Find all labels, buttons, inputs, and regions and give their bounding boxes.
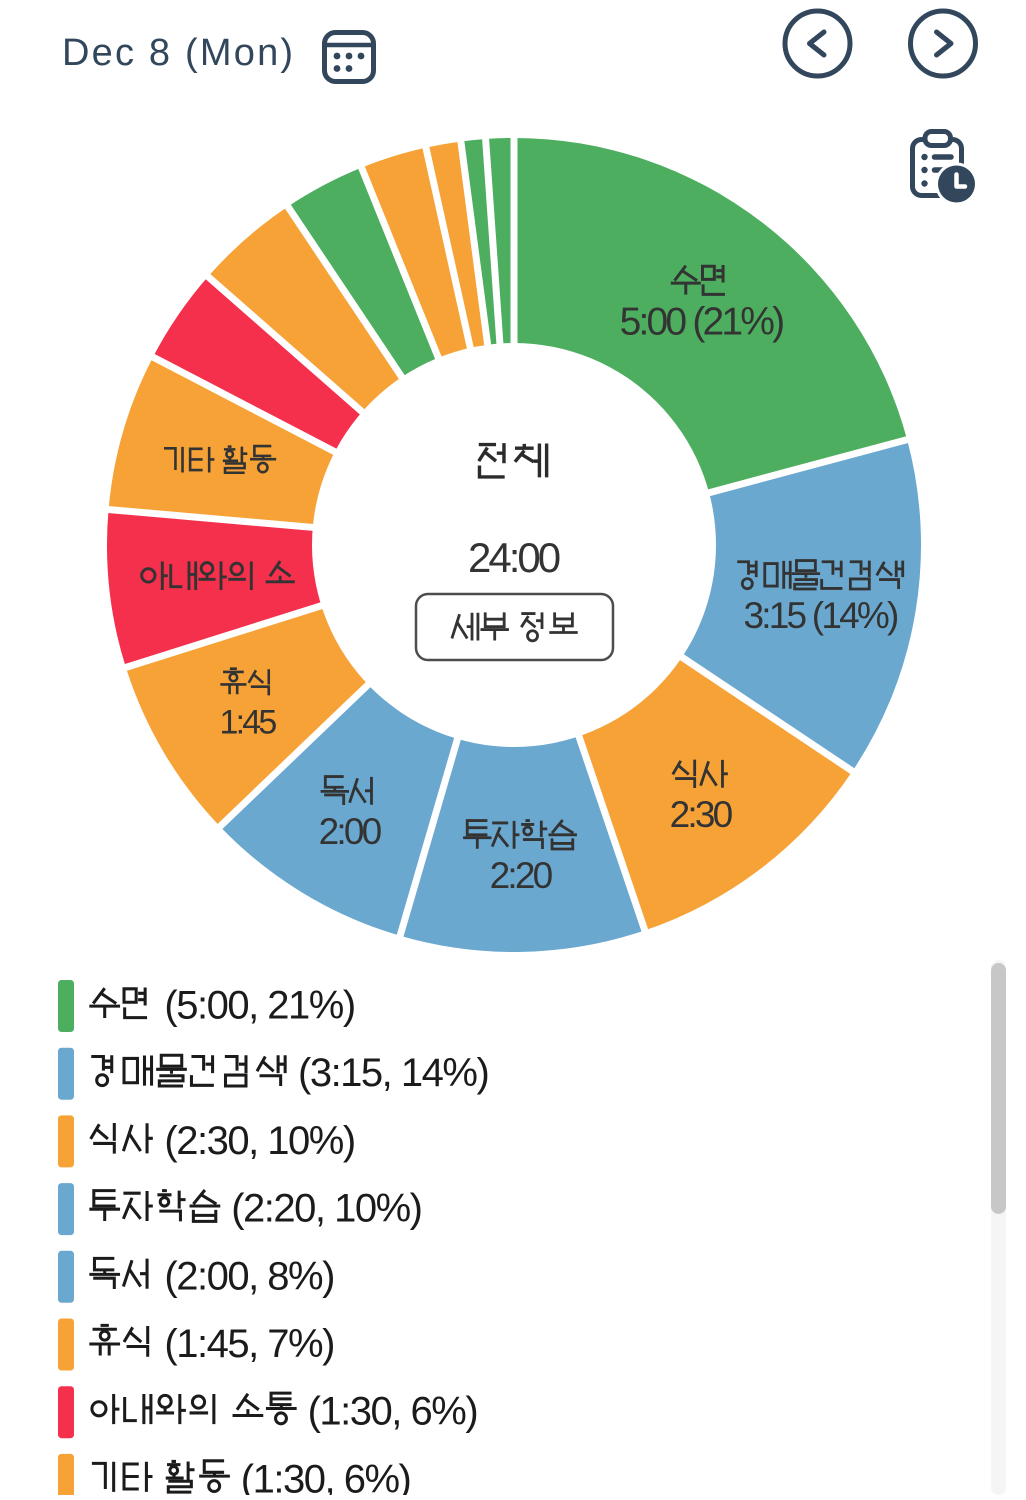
svg-text:(2:20, 10%): (2:20, 10%) [222,1187,422,1231]
svg-text:(1:45, 7%): (1:45, 7%) [155,1322,334,1366]
svg-text:2:00: 2:00 [319,811,382,852]
svg-text:(1:30, 6%): (1:30, 6%) [298,1390,477,1434]
svg-text:(2:00, 8%): (2:00, 8%) [155,1254,334,1298]
svg-text:24:00: 24:00 [468,534,560,581]
svg-text:5:00 (21%): 5:00 (21%) [620,301,784,344]
svg-text:(1:30, 6%): (1:30, 6%) [231,1457,410,1495]
svg-text:3:15 (14%): 3:15 (14%) [744,595,898,636]
svg-text:(5:00, 21%): (5:00, 21%) [155,984,355,1028]
svg-text:2:20: 2:20 [490,855,553,896]
svg-text:(3:15, 14%): (3:15, 14%) [288,1051,488,1095]
svg-text:(2:30, 10%): (2:30, 10%) [155,1119,355,1163]
svg-text:1:45: 1:45 [220,704,277,742]
svg-text:Dec 8 (Mon): Dec 8 (Mon) [62,32,295,74]
svg-text:2:30: 2:30 [670,794,733,835]
